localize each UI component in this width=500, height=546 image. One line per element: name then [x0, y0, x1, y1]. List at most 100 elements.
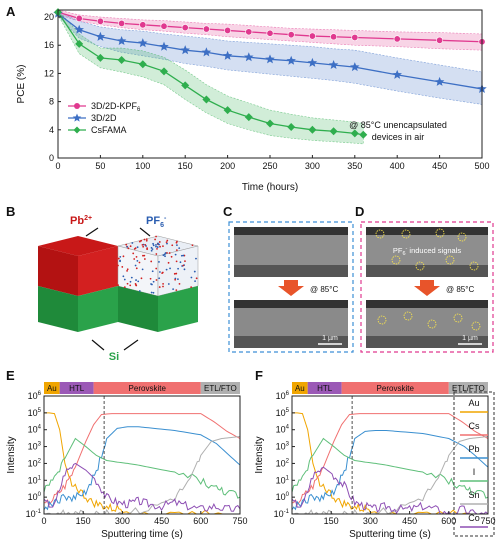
- y-tick-label: 102: [28, 458, 42, 468]
- pf6-signal-dot: [141, 268, 144, 271]
- signal-circle: [445, 255, 455, 265]
- y-tick-base: 10: [28, 425, 38, 435]
- pf6-signal-dot: [177, 278, 179, 281]
- x-tick-label: 300: [305, 161, 320, 171]
- y-tick-exponent: 2: [286, 458, 290, 464]
- series-cs: [43, 413, 241, 506]
- legend-label-cs: Cs: [469, 421, 480, 431]
- pf6-signal-dot: [162, 245, 164, 248]
- pf6-signal-dot: [132, 252, 135, 255]
- point-kpf6: [75, 14, 83, 22]
- y-tick-label: 100: [276, 492, 290, 502]
- pf6-signal-dot: [142, 254, 144, 257]
- point-kpf6: [266, 29, 274, 37]
- y-tick-base: 10: [28, 475, 38, 485]
- legend-label-text: 3D/2D-KPF: [91, 101, 138, 111]
- y-tick-base: 10: [274, 509, 284, 519]
- pf6-signal-dot: [155, 253, 158, 255]
- pf6-signal-dot: [164, 252, 167, 254]
- signal-circle: [403, 311, 413, 321]
- legend-label-pb: Pb: [468, 444, 479, 454]
- sem-c-down-arrow: [278, 280, 304, 296]
- pf6-signal-dot: [193, 270, 196, 273]
- y-tick-exponent: -1: [284, 509, 290, 515]
- pf6-signal-dot: [156, 247, 158, 250]
- y-tick-base: 10: [28, 492, 38, 502]
- pf6-signal-dot: [175, 241, 178, 244]
- region-label: HTL: [69, 384, 85, 393]
- point-csfama: [287, 122, 296, 131]
- pf6-signal-dot: [146, 247, 149, 250]
- y-tick-base: 10: [276, 475, 286, 485]
- signal-circle: [415, 261, 425, 271]
- pf6-signal-dot: [175, 260, 178, 263]
- si-label: Si: [109, 351, 119, 363]
- panel-label-a: A: [6, 4, 16, 19]
- point-3d2d: [265, 54, 275, 64]
- pf6-signal-dot: [122, 275, 125, 278]
- x-tick-label: 0: [55, 161, 60, 171]
- pf6-signal-dot: [136, 246, 139, 249]
- point-csfama: [359, 130, 368, 139]
- pf6-signal-dot: [137, 280, 140, 283]
- pf6-signal-dot: [177, 267, 179, 270]
- cube-before-side-red: [78, 246, 118, 296]
- pf6-signal-dot: [158, 277, 161, 280]
- y-tick-base: 10: [28, 408, 38, 418]
- panel-label-f: F: [255, 368, 263, 383]
- point-csfama: [75, 39, 84, 48]
- series-i: [43, 437, 241, 499]
- signal-circle: [375, 229, 385, 239]
- pf6-signal-dot: [194, 280, 196, 283]
- y-tick-label: 103: [28, 442, 42, 452]
- region-label: Au: [47, 384, 57, 393]
- x-tick-label: 450: [402, 516, 417, 526]
- y-tick-label: 104: [276, 425, 290, 435]
- pf6-signal-dot: [162, 285, 164, 288]
- pf6-signal-dot: [159, 245, 161, 248]
- panel-label-e: E: [6, 368, 15, 383]
- point-3d2d: [307, 57, 318, 67]
- point-csfama: [244, 113, 253, 122]
- point-csfama: [181, 81, 190, 90]
- pf6-signal-dot: [126, 268, 129, 271]
- pce-ylabel: PCE (%): [16, 65, 27, 104]
- pf6-signal-dot: [151, 270, 154, 273]
- pf6-signal-dot: [135, 255, 138, 258]
- pf6-signal-dot: [145, 239, 148, 242]
- point-kpf6: [202, 25, 210, 33]
- sem-c-scale-label: 1 µm: [322, 335, 338, 342]
- pf6-signal-dot: [166, 242, 168, 245]
- pf6-signal-dot: [165, 268, 168, 271]
- pce-annotation-line2: devices in air: [372, 132, 425, 142]
- sem-c-temp-label: @ 85°C: [310, 285, 338, 294]
- x-tick-label: 400: [390, 161, 405, 171]
- cube-before-front-red: [38, 246, 78, 296]
- y-tick-base: 10: [28, 391, 38, 401]
- pf6-signal-dot: [123, 278, 126, 281]
- pf6-signal-dot: [156, 246, 159, 248]
- series-pb: [291, 429, 489, 511]
- point-3d2d: [350, 62, 360, 72]
- pf6-signal-dot: [152, 291, 155, 294]
- x-tick-label: 300: [363, 516, 378, 526]
- point-csfama: [266, 119, 274, 128]
- legend-label-0: 3D/2D-KPF6: [91, 101, 141, 113]
- y-axis-label: Intensity: [6, 436, 17, 473]
- pf6-signal-dot: [152, 242, 154, 245]
- y-tick-label: 100: [28, 492, 42, 502]
- pf6-signal-dot: [155, 245, 157, 248]
- point-csfama: [117, 56, 126, 65]
- arrow-pb: [85, 227, 99, 237]
- pf6-signal-dot: [191, 244, 194, 247]
- pf6-signal-dot: [133, 258, 136, 260]
- region-label: Au: [295, 384, 305, 393]
- sem-panel-d: PF6- induced signals @ 85°C 1 µm: [360, 221, 494, 353]
- point-3d2d: [392, 69, 402, 79]
- tof-sims-3d-cubes: Pb2+ PF6- Si: [38, 215, 199, 363]
- y-tick-label: 12: [44, 68, 54, 78]
- point-kpf6: [245, 28, 253, 36]
- pf6-signal-dot: [135, 284, 137, 286]
- series-i: [291, 437, 489, 499]
